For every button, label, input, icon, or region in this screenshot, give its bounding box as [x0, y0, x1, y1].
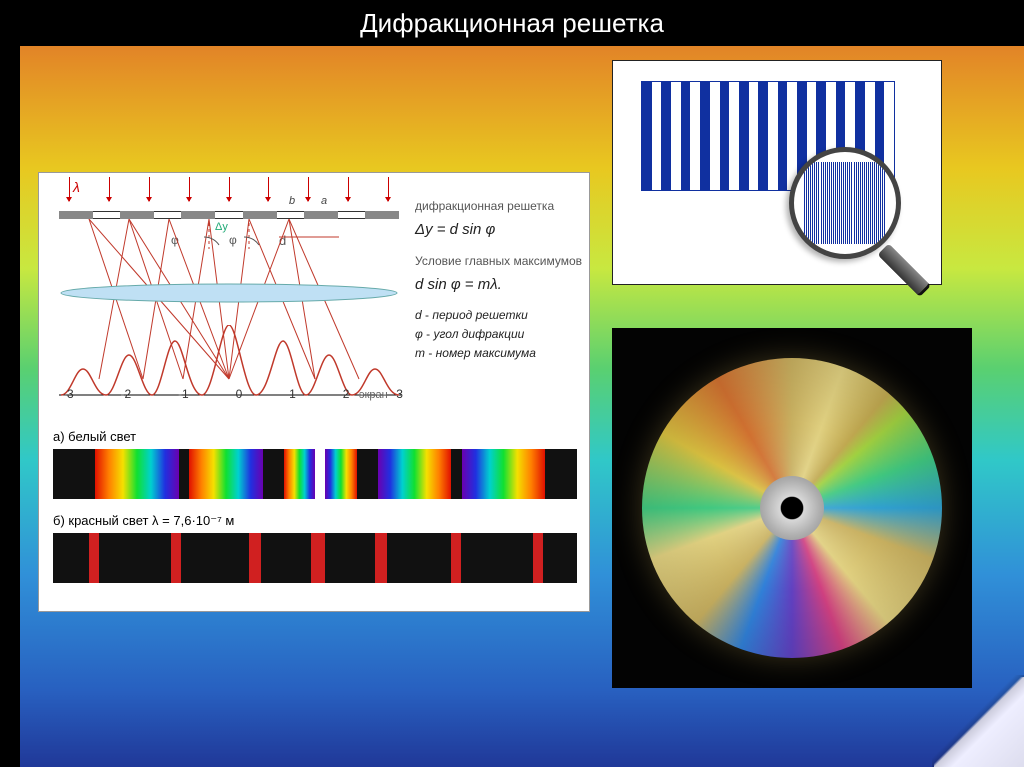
left-black-bar — [0, 46, 20, 767]
magnifier — [789, 147, 949, 307]
slide-title: Дифракционная решетка — [0, 0, 1024, 46]
cd-center-hole — [784, 500, 800, 516]
spectrum-a-label: а) белый свет — [53, 429, 136, 444]
eq-max-condition: d sin φ = mλ. — [415, 274, 585, 297]
incident-arrows — [69, 177, 389, 209]
magnifier-handle — [877, 243, 931, 297]
spectrum-red-light — [53, 533, 577, 583]
grating-bar — [59, 211, 399, 219]
grating-caption: дифракционная решетка — [415, 197, 585, 215]
spectrum-white-light — [53, 449, 577, 499]
order-ticks: -3-2 -10 12 3 — [63, 387, 403, 401]
cd-photo-panel — [612, 328, 972, 688]
condition-label: Условие главных максимумов — [415, 252, 585, 270]
page-curl — [934, 677, 1024, 767]
diagram-geometry: λ b a Δy φ φ d — [49, 177, 409, 407]
eq-delta-y: Δy = d sin φ — [415, 219, 585, 242]
symbol-definitions: d - период решетки φ - угол дифракции m … — [415, 306, 585, 364]
diffraction-diagram-panel: λ b a Δy φ φ d — [38, 172, 590, 612]
magnifier-lens — [789, 147, 901, 259]
screen-label: экран — [359, 389, 388, 401]
compact-disc — [642, 358, 942, 658]
spectrum-b-label: б) красный свет λ = 7,6·10⁻⁷ м — [53, 513, 234, 529]
formula-column: дифракционная решетка Δy = d sin φ Услов… — [415, 197, 585, 364]
grating-magnifier-panel — [612, 60, 942, 285]
lens — [59, 283, 399, 303]
